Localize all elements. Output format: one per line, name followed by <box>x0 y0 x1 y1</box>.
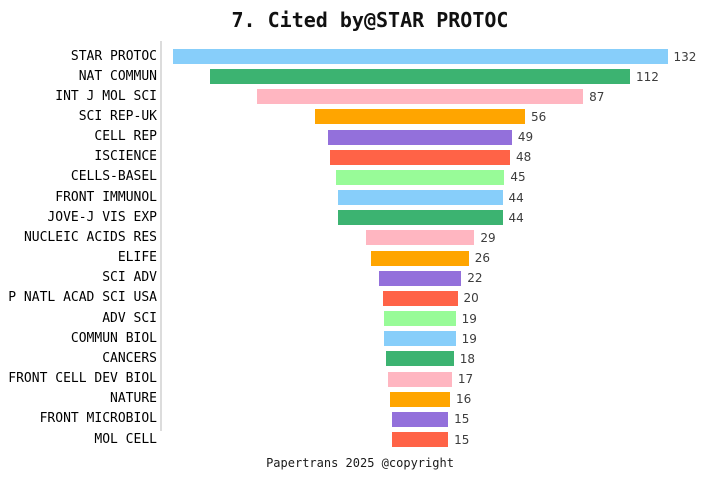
category-label-nat-commun: NAT COMMUN <box>78 68 157 84</box>
category-label-front-microbiol: FRONT MICROBIOL <box>39 411 157 427</box>
bar-front-microbiol <box>391 411 449 427</box>
copyright-text: Papertrans 2025 @copyright <box>266 456 454 470</box>
value-label-p-natl-acad-sci-usa: 20 <box>463 291 479 306</box>
bar-jove-j-vis-exp <box>337 210 503 226</box>
value-label-iscience: 48 <box>516 150 532 165</box>
chart-title: 7. Cited by@STAR PROTOC <box>231 8 509 32</box>
value-label-star-protoc: 132 <box>673 49 697 64</box>
value-label-cancers: 18 <box>459 351 476 366</box>
value-label-front-immunol: 44 <box>508 190 524 205</box>
value-label-sci-rep-uk: 56 <box>531 109 547 124</box>
bar-cells-basel <box>335 169 505 185</box>
value-label-front-cell-dev-biol: 17 <box>457 372 474 387</box>
bar-cell-rep <box>328 129 512 145</box>
bar-sci-adv <box>378 270 462 286</box>
value-label-cell-rep: 49 <box>517 130 534 145</box>
value-label-sci-adv: 22 <box>467 271 483 286</box>
category-label-nature: NATURE <box>110 391 157 407</box>
value-label-int-j-mol-sci: 87 <box>589 89 605 104</box>
category-label-p-natl-acad-sci-usa: P NATL ACAD SCI USA <box>8 290 157 306</box>
value-label-jove-j-vis-exp: 44 <box>508 210 524 225</box>
bar-adv-sci <box>384 311 456 327</box>
bar-front-immunol <box>337 190 503 206</box>
bar-mol-cell <box>391 432 449 448</box>
category-label-sci-adv: SCI ADV <box>102 270 157 286</box>
bar-elife <box>371 250 469 266</box>
category-label-elife: ELIFE <box>117 250 157 266</box>
bar-nature <box>390 391 450 407</box>
category-label-adv-sci: ADV SCI <box>102 310 157 326</box>
value-label-nature: 16 <box>456 392 472 407</box>
category-label-jove-j-vis-exp: JOVE-J VIS EXP <box>47 209 157 225</box>
category-label-mol-cell: MOL CELL <box>94 431 157 447</box>
bar-p-natl-acad-sci-usa <box>382 290 458 306</box>
bar-nucleic-acids-res <box>365 230 475 246</box>
value-label-commun-biol: 19 <box>461 331 477 346</box>
bar-cancers <box>386 351 454 367</box>
bar-commun-biol <box>384 331 456 347</box>
value-label-nucleic-acids-res: 29 <box>480 230 496 245</box>
category-label-front-cell-dev-biol: FRONT CELL DEV BIOL <box>8 371 157 387</box>
category-label-commun-biol: COMMUN BIOL <box>70 330 157 346</box>
category-label-iscience: ISCIENCE <box>94 149 157 165</box>
bar-iscience <box>330 149 510 165</box>
bar-front-cell-dev-biol <box>388 371 452 387</box>
category-label-cell-rep: CELL REP <box>94 129 157 145</box>
category-label-cells-basel: CELLS-BASEL <box>70 169 157 185</box>
category-label-int-j-mol-sci: INT J MOL SCI <box>55 88 157 104</box>
category-label-star-protoc: STAR PROTOC <box>70 48 157 64</box>
category-label-nucleic-acids-res: NUCLEIC ACIDS RES <box>23 229 157 245</box>
value-label-front-microbiol: 15 <box>454 412 470 427</box>
value-label-cells-basel: 45 <box>510 170 526 185</box>
value-label-nat-commun: 112 <box>636 69 659 84</box>
category-label-sci-rep-uk: SCI REP-UK <box>78 108 157 124</box>
value-label-mol-cell: 15 <box>454 432 470 447</box>
value-label-elife: 26 <box>474 251 491 266</box>
bar-star-protoc <box>172 49 668 64</box>
bar-int-j-mol-sci <box>256 89 584 105</box>
bar-sci-rep-uk <box>315 109 525 125</box>
category-label-cancers: CANCERS <box>102 350 157 366</box>
bar-nat-commun <box>210 69 630 85</box>
value-label-adv-sci: 19 <box>461 311 477 326</box>
y-axis-line <box>160 41 162 431</box>
category-label-front-immunol: FRONT IMMUNOL <box>55 189 157 205</box>
